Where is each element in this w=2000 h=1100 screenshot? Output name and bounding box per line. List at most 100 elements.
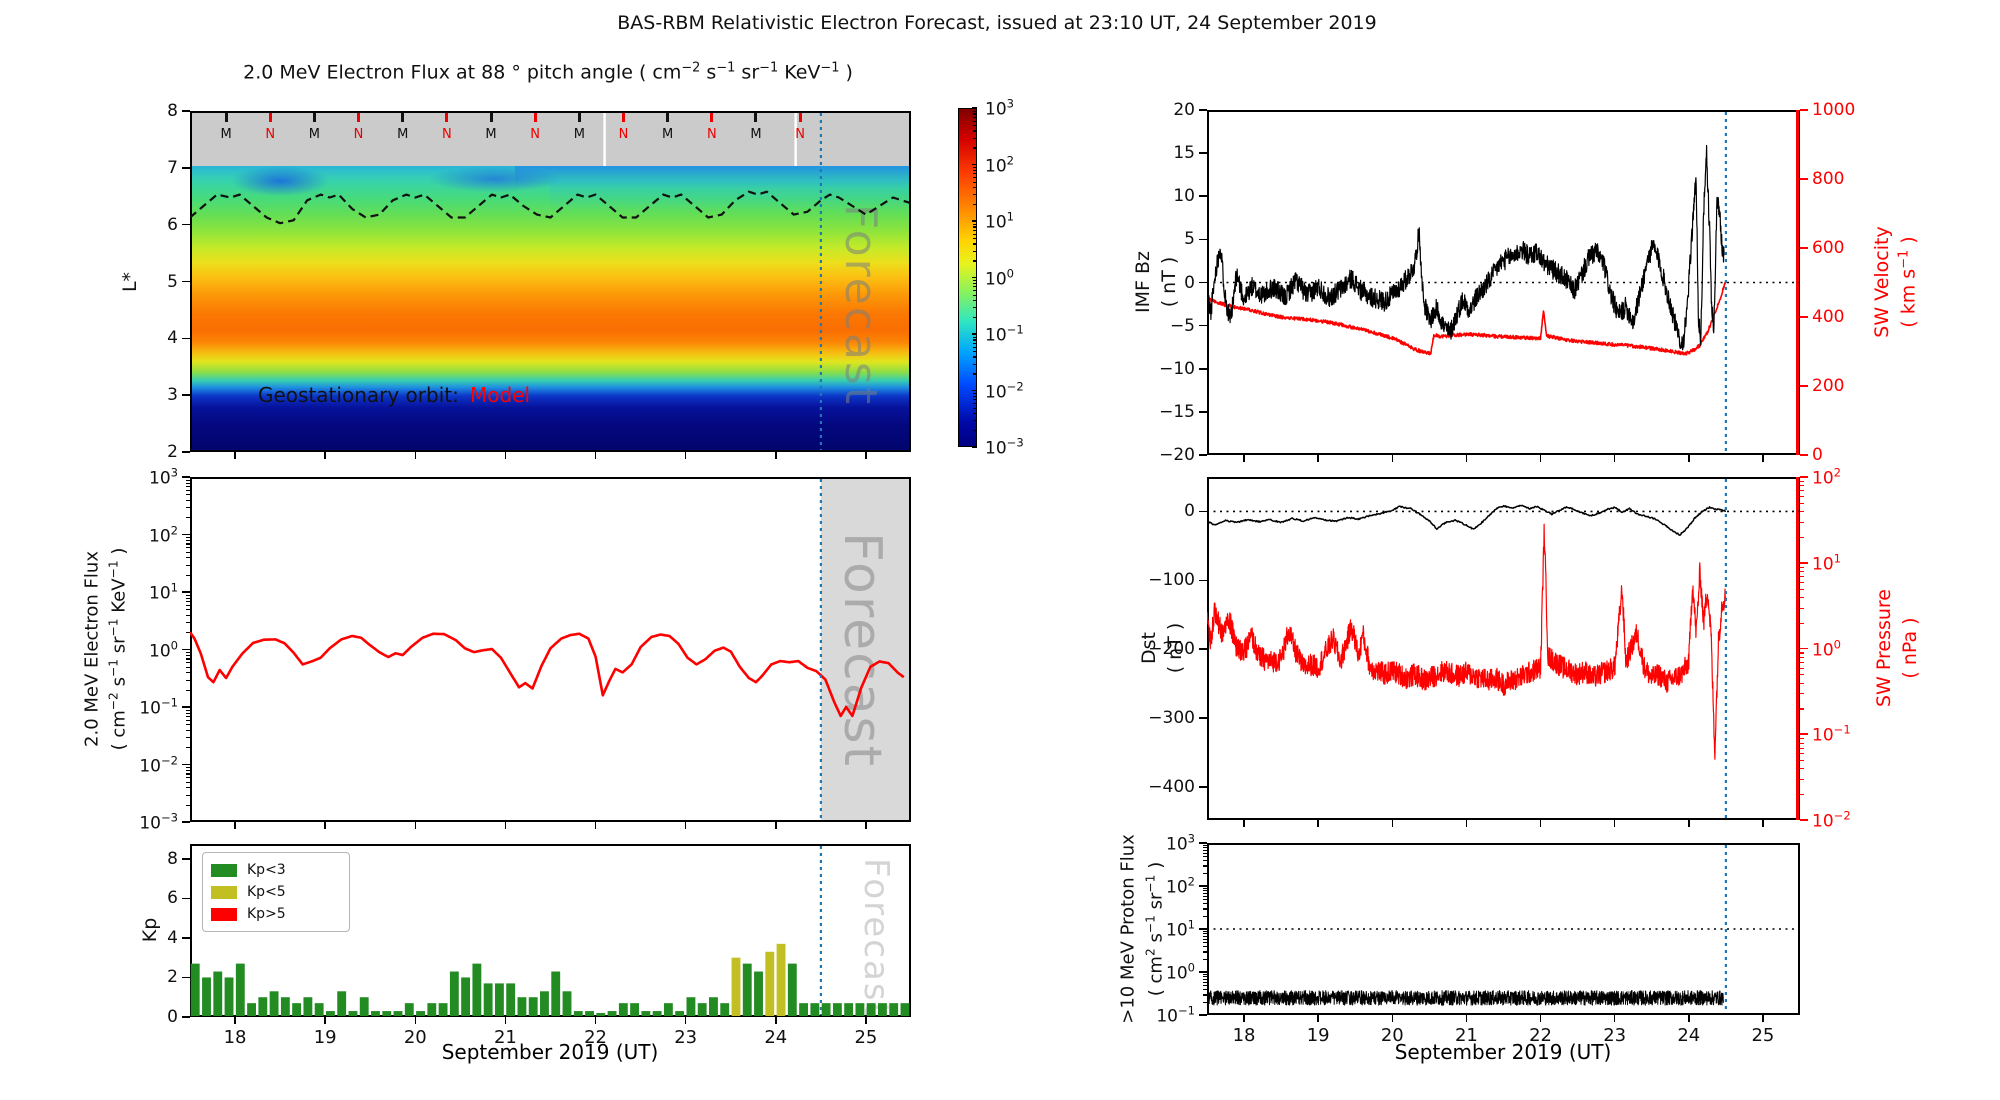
axis-tick: [972, 333, 977, 335]
tick-label: 400: [1812, 307, 1845, 327]
kp-bar: [314, 1003, 324, 1016]
axis-tick: [1800, 485, 1804, 487]
axis-tick: [1199, 109, 1207, 111]
kp-ylabel: Kp: [139, 917, 161, 943]
axis-tick: [186, 767, 190, 769]
axis-tick: [234, 822, 236, 829]
tick-label: 10−3: [139, 810, 178, 834]
axis-tick: [1539, 1015, 1542, 1022]
axis-tick: [1391, 455, 1394, 462]
axis-tick: [1800, 581, 1804, 583]
series-line: [1207, 144, 1725, 351]
axis-tick: [1203, 994, 1207, 996]
axis-tick: [186, 604, 190, 606]
axis-tick: [1203, 892, 1207, 894]
tick-label: 20: [403, 1027, 427, 1048]
tick-label: 102: [985, 153, 1014, 176]
axis-tick: [186, 632, 190, 634]
axis-tick: [973, 407, 977, 409]
axis-tick: [182, 110, 190, 112]
axis-tick: [1800, 490, 1804, 492]
axis-tick: [445, 113, 449, 122]
flux-ylabel-line1: 2.0 MeV Electron Flux: [81, 551, 103, 747]
axis-tick: [973, 177, 977, 179]
tick-label: 103: [149, 465, 178, 489]
axis-tick: [1800, 480, 1804, 483]
axis-tick: [182, 223, 190, 226]
axis-tick: [1203, 959, 1207, 961]
tick-label: −20: [1159, 445, 1195, 465]
axis-tick: [973, 260, 977, 262]
tick-label: 25: [854, 1027, 878, 1048]
axis-tick: [1203, 852, 1207, 854]
axis-tick: [1800, 561, 1808, 564]
spectrogram-overlay: [190, 113, 911, 450]
kp-bar: [641, 1011, 651, 1016]
axis-tick: [973, 223, 977, 225]
axis-tick: [1199, 324, 1207, 327]
kp-bar: [427, 1003, 437, 1016]
kp-bar: [675, 1011, 685, 1016]
axis-tick: [186, 600, 190, 602]
tick-label: 20: [1173, 100, 1195, 120]
kp-bar: [585, 1011, 594, 1016]
axis-tick: [186, 652, 190, 654]
axis-tick: [973, 342, 977, 344]
data-gap-line: [603, 113, 606, 166]
axis-tick: [186, 777, 190, 779]
kp-bar: [449, 971, 459, 1016]
axis-tick: [186, 479, 190, 481]
series-line: [1207, 281, 1727, 356]
tick-label: 100: [985, 266, 1014, 289]
kp-bar: [889, 1003, 899, 1016]
axis-tick: [1800, 571, 1804, 573]
kp-bar: [607, 1011, 617, 1016]
axis-tick: [1199, 579, 1207, 582]
axis-tick: [622, 113, 625, 122]
axis-tick: [1317, 1015, 1319, 1022]
kp-bar: [551, 971, 561, 1016]
tick-label: 100: [1166, 960, 1195, 984]
axis-tick: [1203, 951, 1207, 953]
tick-label: 103: [1166, 831, 1195, 855]
axis-tick: [234, 452, 236, 459]
axis-tick: [186, 517, 190, 519]
axis-tick: [1800, 794, 1804, 796]
axis-tick: [186, 507, 190, 509]
axis-tick: [1800, 819, 1808, 821]
axis-tick: [182, 394, 190, 396]
axis-tick: [1800, 454, 1808, 456]
spectrogram-frame: [190, 111, 911, 452]
kp-bar: [618, 1003, 628, 1016]
axis-tick: [594, 452, 597, 459]
axis-tick: [973, 203, 977, 206]
axis-tick: [972, 163, 977, 166]
axis-tick: [865, 452, 867, 459]
imf-right-spine-red: [1796, 110, 1799, 455]
axis-tick: [186, 709, 190, 711]
axis-tick: [1203, 887, 1207, 890]
axis-tick: [1613, 455, 1616, 462]
forecast-shaded-region: [820, 479, 909, 820]
tick-label: 10−2: [985, 379, 1024, 402]
axis-tick: [1800, 693, 1804, 695]
tick-label: 5: [167, 271, 178, 292]
axis-tick: [973, 167, 977, 169]
kp-bar: [280, 997, 290, 1016]
tick-label: 19: [1306, 1025, 1330, 1046]
axis-tick: [186, 724, 190, 726]
axis-tick: [1203, 941, 1207, 944]
axis-tick: [973, 316, 977, 319]
kp-bar: [652, 1011, 662, 1016]
legend-swatch-red: [211, 907, 237, 921]
tick-label: 8: [167, 848, 178, 869]
tick-label: 102: [1166, 874, 1195, 898]
axis-tick: [1800, 178, 1808, 180]
tick-label: 10−2: [139, 753, 178, 776]
axis-tick: [186, 658, 190, 660]
axis-tick: [1800, 596, 1804, 598]
axis-tick: [1800, 753, 1804, 755]
axis-tick: [1203, 908, 1207, 910]
axis-tick: [1203, 895, 1207, 897]
